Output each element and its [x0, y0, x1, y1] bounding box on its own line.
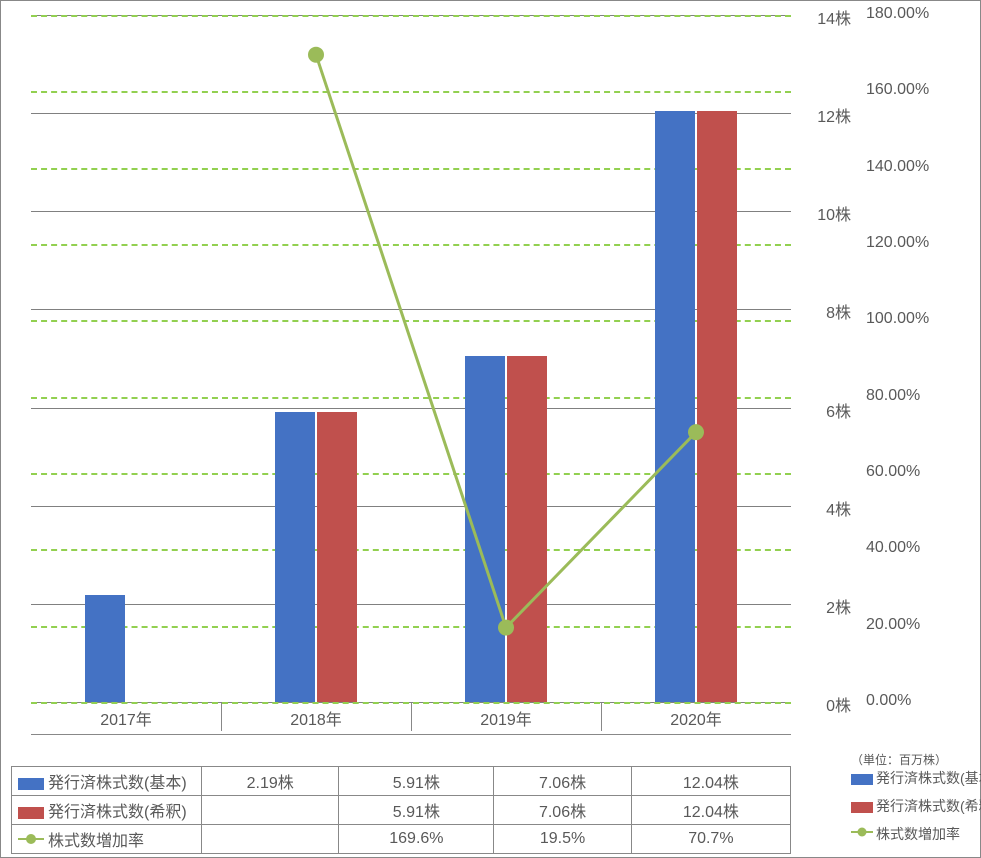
y-right-tick-label: 20.00% [866, 616, 920, 634]
x-category-label: 2020年 [601, 706, 791, 730]
table-cell: 7.06株 [494, 796, 631, 825]
table-row: 発行済株式数(希釈) 5.91株 7.06株 12.04株 [12, 796, 791, 825]
plot-area: 2017年2018年2019年2020年 [31, 15, 791, 702]
table-cell: 5.91株 [339, 767, 494, 796]
unit-note: （単位：百万株） [851, 751, 947, 768]
y-right-tick-label: 140.00% [866, 158, 929, 176]
series-label: 株式数増加率 [48, 833, 144, 850]
swatch-icon [18, 778, 44, 790]
y-right-tick-label: 100.00% [866, 310, 929, 328]
y-left-tick-label: 4株 [826, 496, 851, 520]
chart-area: 2017年2018年2019年2020年 [31, 5, 791, 735]
x-category-label: 2018年 [221, 706, 411, 730]
y-right-tick-label: 40.00% [866, 539, 920, 557]
series-header-diluted: 発行済株式数(希釈) [12, 796, 202, 825]
y-axis-right: 0.00% 20.00% 40.00% 60.00% 80.00% 100.00% 120.… [866, 5, 946, 735]
legend-item: 株式数増加率 [851, 824, 979, 844]
series-label: 発行済株式数(希釈) [48, 804, 187, 821]
table-row: 株式数増加率 169.6% 19.5% 70.7% [12, 825, 791, 854]
y-left-tick-label: 10株 [817, 201, 851, 225]
legend-item: 発行済株式数(基本) [851, 768, 979, 788]
table-cell: 2.19株 [202, 767, 339, 796]
y-right-tick-label: 120.00% [866, 234, 929, 252]
table-cell: 12.04株 [631, 796, 790, 825]
chart-container: 2017年2018年2019年2020年 0株 2株 4株 6株 8株 10株 12株 14株… [0, 0, 981, 858]
series-header-growth: 株式数増加率 [12, 825, 202, 854]
x-category-label: 2019年 [411, 706, 601, 730]
y-right-tick-label: 160.00% [866, 81, 929, 99]
table-cell: 12.04株 [631, 767, 790, 796]
table-row: 発行済株式数(基本) 2.19株 5.91株 7.06株 12.04株 [12, 767, 791, 796]
swatch-icon [851, 774, 873, 785]
y-axis-left: 0株 2株 4株 6株 8株 10株 12株 14株 [796, 5, 851, 735]
legend-item: 発行済株式数(希釈) [851, 796, 979, 816]
legend-label: 発行済株式数(希釈) [876, 798, 981, 814]
table-cell: 5.91株 [339, 796, 494, 825]
data-table: 発行済株式数(基本) 2.19株 5.91株 7.06株 12.04株 発行済株… [11, 766, 791, 854]
legend: 発行済株式数(基本) 発行済株式数(希釈) 株式数増加率 [851, 768, 979, 852]
table-cell: 70.7% [631, 825, 790, 854]
legend-label: 発行済株式数(基本) [876, 770, 981, 786]
table-cell: 169.6% [339, 825, 494, 854]
legend-label: 株式数増加率 [876, 826, 960, 842]
y-right-tick-label: 60.00% [866, 463, 920, 481]
series-header-basic: 発行済株式数(基本) [12, 767, 202, 796]
swatch-icon [851, 802, 873, 813]
y-left-tick-label: 0株 [826, 692, 851, 716]
swatch-icon [18, 807, 44, 819]
y-left-tick-label: 2株 [826, 594, 851, 618]
table-cell: 19.5% [494, 825, 631, 854]
series-label: 発行済株式数(基本) [48, 775, 187, 792]
y-left-tick-label: 6株 [826, 398, 851, 422]
table-cell: 7.06株 [494, 767, 631, 796]
line-layer [31, 15, 791, 702]
y-right-tick-label: 0.00% [866, 692, 911, 710]
y-left-tick-label: 14株 [817, 5, 851, 29]
line-swatch-icon [851, 831, 873, 833]
line-swatch-icon [18, 838, 44, 840]
table-cell [202, 796, 339, 825]
y-right-tick-label: 80.00% [866, 387, 920, 405]
y-left-tick-label: 8株 [826, 299, 851, 323]
table-cell [202, 825, 339, 854]
y-left-tick-label: 12株 [817, 103, 851, 127]
y-right-tick-label: 180.00% [866, 5, 929, 23]
x-category-label: 2017年 [31, 706, 221, 730]
